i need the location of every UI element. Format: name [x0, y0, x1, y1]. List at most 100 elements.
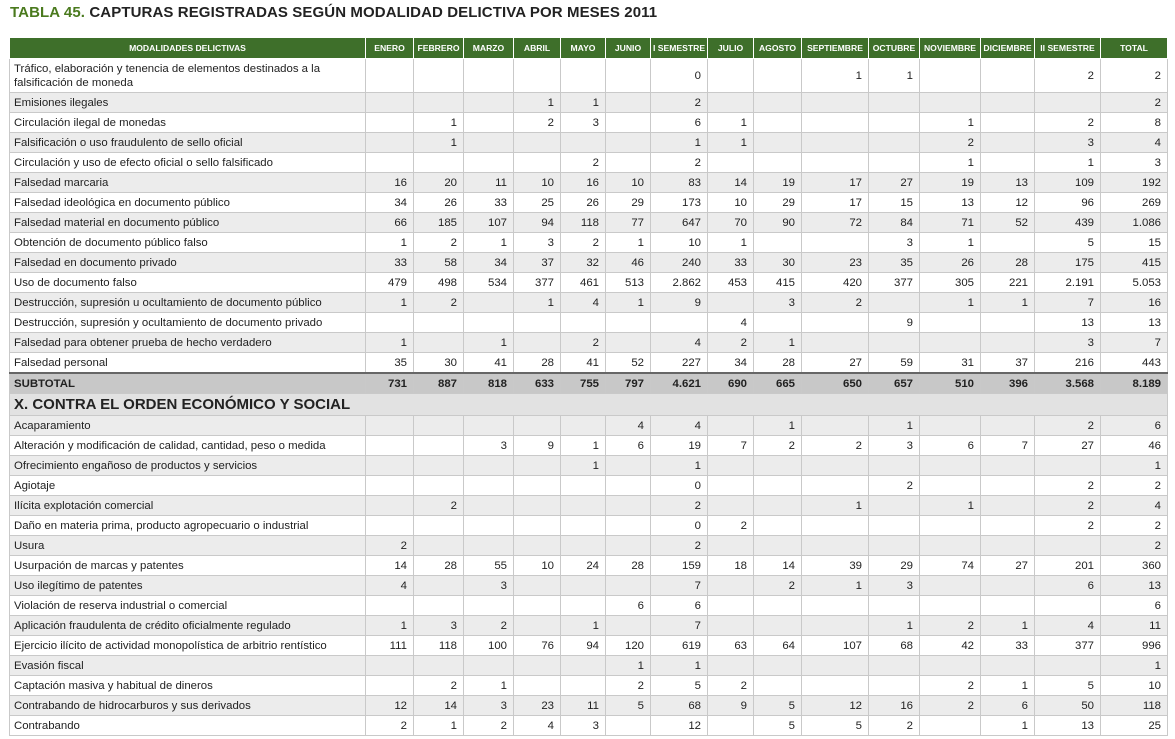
table-cell — [413, 655, 464, 676]
table-cell: 2 — [1034, 415, 1101, 436]
table-row: Falsedad material en documento público 66… — [9, 212, 1168, 233]
table-cell: 52 — [605, 352, 651, 374]
table-cell: 1 — [707, 232, 754, 253]
table-cell — [801, 332, 869, 353]
table-cell: 37 — [513, 252, 561, 273]
table-cell — [980, 495, 1035, 516]
table-cell: 33 — [365, 252, 414, 273]
table-cell: 1 — [650, 455, 708, 476]
table-cell: 461 — [560, 272, 606, 293]
table-cell: 175 — [1034, 252, 1101, 273]
table-cell: 23 — [801, 252, 869, 273]
table-cell — [463, 312, 514, 333]
table-cell — [513, 615, 561, 636]
table-row: Uso ilegítimo de patentes 4 3 7 2 1 3 6 13 — [9, 575, 1168, 596]
table-cell: 17 — [801, 172, 869, 193]
section-row: X. CONTRA EL ORDEN ECONÓMICO Y SOCIAL — [9, 393, 1168, 416]
table-cell: 633 — [513, 372, 561, 394]
table-cell: 887 — [413, 372, 464, 394]
table-cell: 16 — [560, 172, 606, 193]
table-cell: 192 — [1100, 172, 1168, 193]
table-cell — [801, 312, 869, 333]
table-cell: 479 — [365, 272, 414, 293]
table-cell: 415 — [753, 272, 802, 293]
table-cell: 1 — [513, 92, 561, 113]
row-label: Usura — [9, 535, 366, 556]
table-cell — [513, 152, 561, 173]
table-cell — [919, 92, 981, 113]
table-cell: 2.191 — [1034, 272, 1101, 293]
table-cell — [980, 112, 1035, 133]
table-cell — [513, 415, 561, 436]
row-label: Falsedad en documento privado — [9, 252, 366, 273]
row-label: Evasión fiscal — [9, 655, 366, 676]
table-cell: 996 — [1100, 635, 1168, 656]
row-label: Captación masiva y habitual de dineros — [9, 675, 366, 696]
table-cell — [868, 595, 920, 616]
table-cell — [868, 515, 920, 536]
table-cell — [753, 495, 802, 516]
table-cell — [707, 615, 754, 636]
table-cell — [753, 112, 802, 133]
table-cell: 377 — [513, 272, 561, 293]
table-cell: 10 — [707, 192, 754, 213]
table-cell: 6 — [1034, 575, 1101, 596]
table-cell: 29 — [753, 192, 802, 213]
table-cell: 2 — [413, 675, 464, 696]
table-row: Falsedad personal 35 30 41 28 41 52 227 34 28 27 59… — [9, 352, 1168, 374]
table-cell: 360 — [1100, 555, 1168, 576]
table-cell: 1 — [801, 495, 869, 516]
table-cell: 1 — [919, 292, 981, 313]
table-cell — [605, 615, 651, 636]
table-cell — [753, 475, 802, 496]
table-cell — [605, 495, 651, 516]
table-cell: 4 — [365, 575, 414, 596]
table-row: Usurpación de marcas y patentes 14 28 55 10 2… — [9, 555, 1168, 576]
table-cell: 10 — [513, 555, 561, 576]
table-cell — [801, 415, 869, 436]
table-cell — [413, 535, 464, 556]
table-cell: 14 — [413, 695, 464, 716]
table-cell: 29 — [605, 192, 651, 213]
table-cell: 377 — [1034, 635, 1101, 656]
table-cell: 27 — [868, 172, 920, 193]
table-row: Contrabando 2 1 2 4 3 12 5 5 2 1 13 25 — [9, 715, 1168, 736]
table-cell: 755 — [560, 372, 606, 394]
table-cell: 1 — [463, 675, 514, 696]
table-cell: 83 — [650, 172, 708, 193]
subtotal-row: SUBTOTAL 731 887 818 633 755 797 4.621 690 665 650… — [9, 372, 1168, 394]
table-cell — [605, 515, 651, 536]
table-cell: 7 — [1034, 292, 1101, 313]
table-cell: 1 — [605, 655, 651, 676]
table-cell: 1 — [919, 495, 981, 516]
table-cell: 647 — [650, 212, 708, 233]
column-header: I SEMESTRE — [650, 37, 708, 59]
table-cell: 6 — [1100, 415, 1168, 436]
table-cell: 1 — [365, 232, 414, 253]
table-cell: 1 — [463, 232, 514, 253]
table-cell — [919, 515, 981, 536]
table-cell — [707, 495, 754, 516]
table-cell: 4 — [513, 715, 561, 736]
table-cell: 439 — [1034, 212, 1101, 233]
table-cell: 2 — [919, 615, 981, 636]
table-cell — [801, 535, 869, 556]
table-cell: 1 — [413, 132, 464, 153]
table-cell: 7 — [1100, 332, 1168, 353]
table-cell — [753, 535, 802, 556]
table-cell — [1034, 595, 1101, 616]
table-cell — [560, 515, 606, 536]
table-row: Alteración y modificación de calidad, ca… — [9, 435, 1168, 456]
table-cell: 1 — [801, 575, 869, 596]
section-label: X. CONTRA EL ORDEN ECONÓMICO Y SOCIAL — [9, 393, 1168, 416]
table-cell: 19 — [650, 435, 708, 456]
table-cell: 16 — [868, 695, 920, 716]
table-cell: 15 — [1100, 232, 1168, 253]
table-cell: 510 — [919, 372, 981, 394]
row-label: Falsedad para obtener prueba de hecho ve… — [9, 332, 366, 353]
table-cell — [753, 655, 802, 676]
table-cell: 443 — [1100, 352, 1168, 374]
table-cell: 20 — [413, 172, 464, 193]
table-cell: 52 — [980, 212, 1035, 233]
table-cell: 96 — [1034, 192, 1101, 213]
